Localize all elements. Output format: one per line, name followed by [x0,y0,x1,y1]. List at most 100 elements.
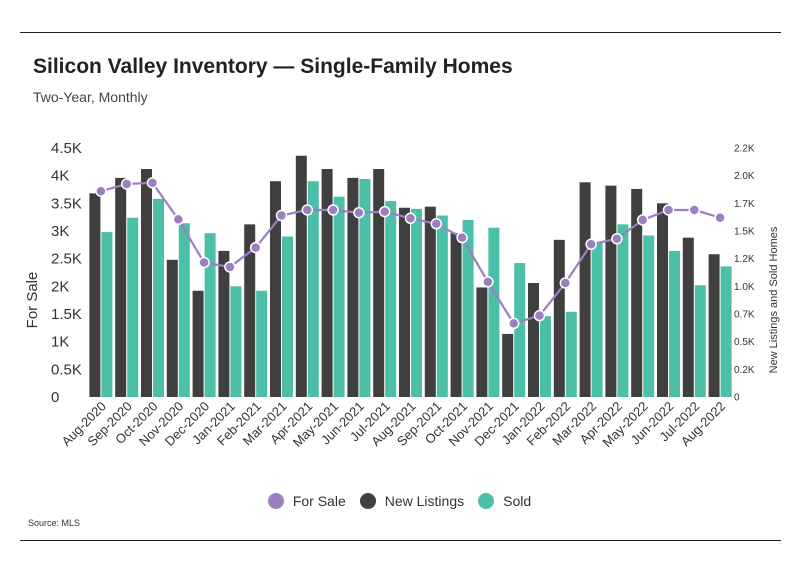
left-axis-tick-label: 4K [51,168,69,185]
legend-swatch-new-listings [359,493,376,509]
right-axis-tick-label: 2.2K [734,144,755,155]
bar-sold-mar-2022 [591,243,603,397]
left-axis-tick-label: 4.5K [51,140,82,157]
bar-new-listings-jun-2021 [347,177,359,397]
legend-swatch-sold [478,493,495,509]
left-axis-tick-label: 1K [51,334,69,351]
bar-new-listings-jan-2021 [218,250,230,397]
bar-sold-jan-2021 [230,286,242,397]
left-axis-tick-label: 2K [51,278,69,295]
bar-new-listings-mar-2021 [270,181,281,397]
bar-new-listings-may-2022 [631,188,643,397]
bar-new-listings-oct-2021 [450,233,462,397]
bar-sold-mar-2021 [282,236,293,397]
bar-new-listings-dec-2021 [502,333,514,397]
bar-sold-jul-2022 [694,285,706,397]
bar-new-listings-nov-2020 [166,259,178,397]
left-axis-title: For Sale [24,272,41,329]
left-axis-tick-label: 3.5K [51,195,82,212]
point-for-sale-dec-2021 [507,317,520,330]
point-for-sale-may-2021 [327,204,339,216]
point-for-sale-aug-2020 [95,185,107,197]
bar-sold-feb-2022 [565,311,577,397]
bar-new-listings-feb-2022 [553,239,565,397]
bar-new-listings-mar-2022 [579,182,591,397]
bar-new-listings-jul-2021 [373,169,385,397]
bar-sold-jan-2022 [540,316,551,397]
source-note: Source: MLS [28,518,81,528]
left-axis-tick-label: 3K [51,223,69,240]
point-for-sale-sep-2020 [120,178,133,190]
right-axis-tick-label: 0.7K [734,310,755,321]
bar-sold-nov-2021 [488,227,500,397]
bar-new-listings-apr-2021 [295,155,307,397]
point-for-sale-mar-2022 [585,238,597,251]
bar-new-listings-aug-2021 [399,207,410,397]
chart-subtitle: Two-Year, Monthly [33,89,148,105]
point-for-sale-aug-2021 [404,212,417,225]
legend: For Sale New Listings Sold [0,493,799,509]
bar-sold-aug-2022 [720,266,732,397]
right-axis-tick-label: 0.5K [734,337,755,348]
legend-item-sold: Sold [478,493,531,509]
point-for-sale-jul-2021 [378,205,391,218]
point-for-sale-oct-2020 [146,177,159,189]
point-for-sale-feb-2021 [249,241,262,254]
bar-new-listings-may-2021 [321,169,333,397]
point-for-sale-apr-2021 [301,204,314,216]
bar-sold-jul-2021 [385,201,397,397]
bar-new-listings-aug-2022 [708,254,720,397]
bar-sold-jun-2022 [669,250,680,397]
bar-new-listings-sep-2021 [424,206,436,397]
point-for-sale-jan-2021 [224,261,236,273]
legend-item-for-sale: For Sale [267,493,346,509]
right-axis-tick-label: 0 [734,393,740,404]
bar-sold-dec-2021 [514,263,526,397]
point-for-sale-nov-2021 [482,276,494,288]
legend-label-sold: Sold [503,493,532,509]
point-for-sale-jun-2021 [353,206,365,219]
legend-item-new-listings: New Listings [359,493,464,509]
point-for-sale-feb-2022 [559,277,572,289]
bar-new-listings-aug-2020 [89,193,101,397]
bottom-rule [20,540,781,541]
bar-sold-apr-2021 [307,181,319,397]
point-for-sale-jul-2022 [688,204,701,216]
point-for-sale-aug-2022 [714,211,726,224]
bar-sold-aug-2021 [411,208,422,397]
point-for-sale-nov-2020 [172,213,185,226]
point-for-sale-apr-2022 [611,232,623,245]
bar-new-listings-nov-2021 [476,287,488,397]
bar-new-listings-jun-2022 [657,203,668,397]
bar-sold-sep-2020 [127,217,139,397]
point-for-sale-jun-2022 [662,204,675,216]
point-for-sale-jan-2022 [533,309,546,322]
left-axis-tick-label: 0.5K [51,361,82,378]
bar-new-listings-jul-2022 [682,237,694,397]
bar-new-listings-dec-2020 [192,290,204,397]
legend-swatch-for-sale [267,493,284,509]
chart-title: Silicon Valley Inventory — Single-Family… [33,55,513,78]
bar-new-listings-sep-2020 [115,177,127,397]
right-axis-tick-label: 1.0K [734,282,755,293]
left-axis-tick-label: 2.5K [51,251,82,268]
point-for-sale-dec-2020 [198,256,210,269]
legend-label-for-sale: For Sale [292,493,346,509]
left-axis-tick-label: 0 [51,389,59,406]
point-for-sale-sep-2021 [430,218,443,230]
bar-sold-dec-2020 [204,233,216,397]
right-axis-tick-label: 1.2K [734,254,755,265]
right-axis-tick-label: 0.2K [734,365,755,376]
bar-sold-nov-2020 [178,223,190,397]
bar-sold-oct-2020 [153,198,164,397]
bar-sold-feb-2021 [256,290,268,397]
bar-new-listings-apr-2022 [605,185,617,397]
bar-new-listings-jan-2022 [528,283,539,397]
bar-sold-aug-2020 [101,232,113,397]
right-axis-title: New Listings and Sold Homes [768,226,780,373]
bar-sold-oct-2021 [462,219,474,397]
left-axis-tick-label: 1.5K [51,306,82,323]
point-for-sale-may-2022 [636,214,649,226]
point-for-sale-mar-2021 [275,209,288,222]
